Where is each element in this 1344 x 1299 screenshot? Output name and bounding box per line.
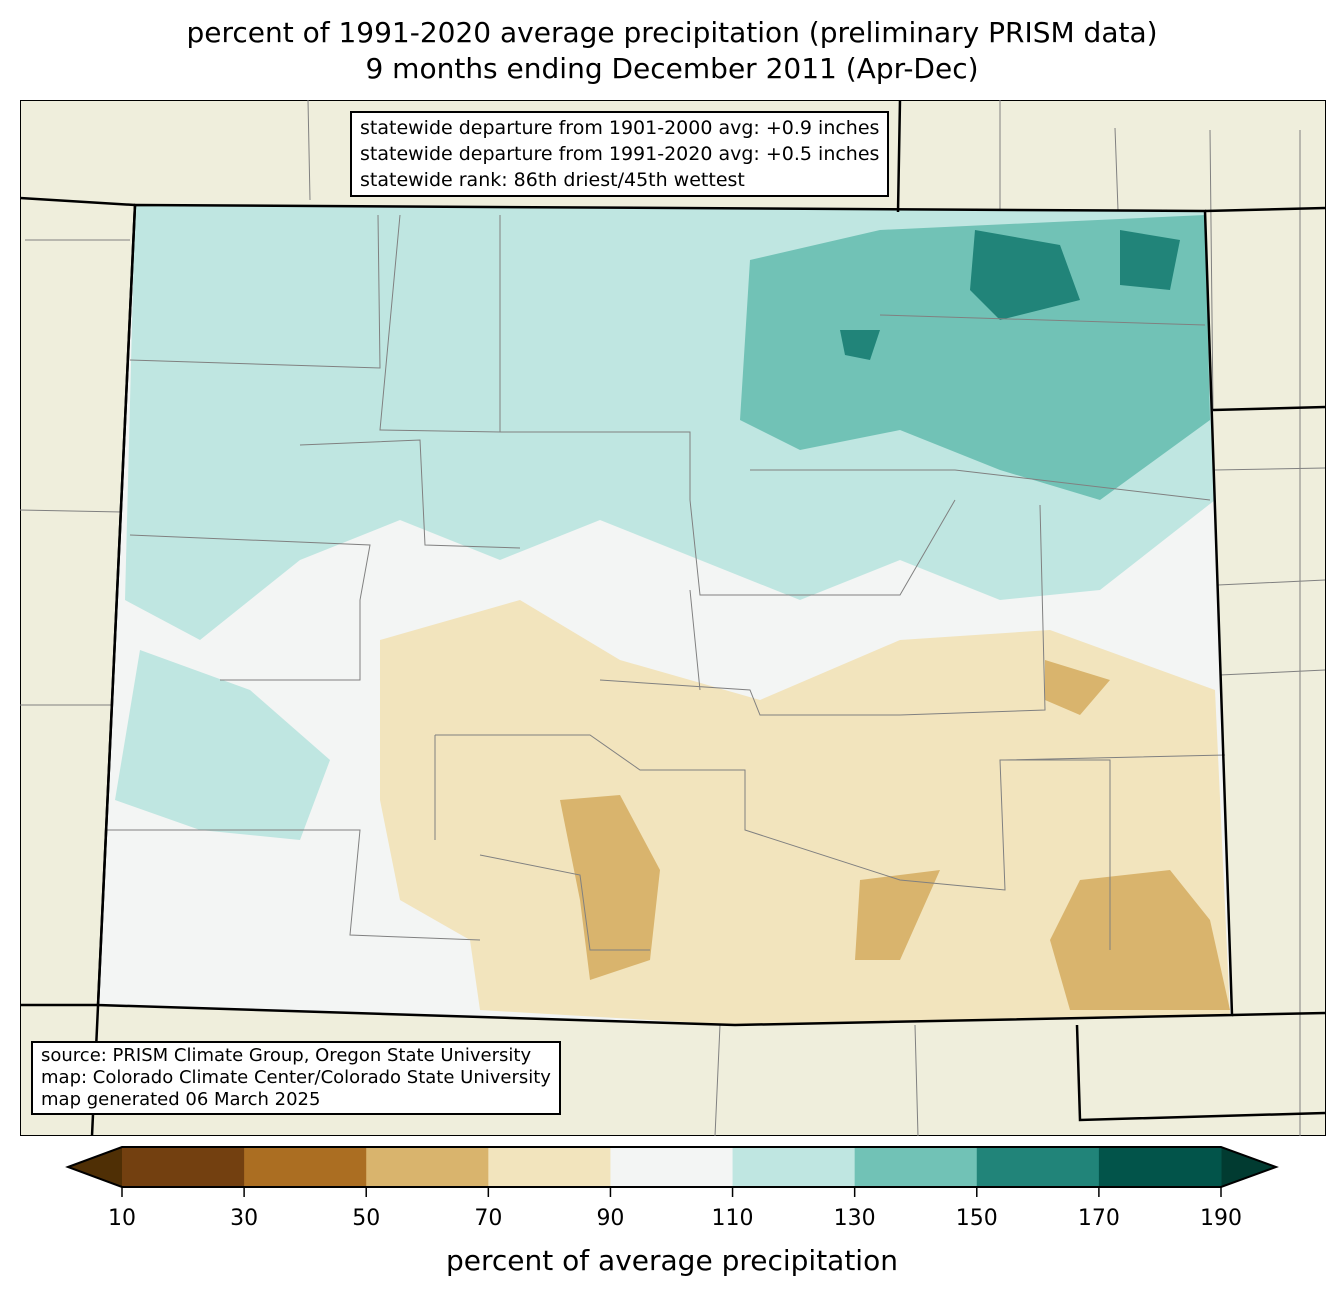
colorbar-tick-label: 170: [1077, 1206, 1120, 1231]
colorbar-max-arrow: [1221, 1147, 1276, 1187]
precip-regions: [115, 205, 1230, 1025]
colorbar-bin: [366, 1147, 489, 1187]
colorbar-tick-label: 10: [108, 1206, 136, 1231]
colorbar-tick-label: 130: [833, 1206, 876, 1231]
county-borders: [105, 214, 1226, 951]
stats-line-1: statewide departure from 1901-2000 avg: …: [360, 117, 880, 139]
neighbor-state-borders: [20, 100, 1326, 1136]
colorbar-tick-label: 70: [474, 1206, 503, 1231]
colorbar-tick-label: 150: [955, 1206, 998, 1231]
source-box: source: PRISM Climate Group, Oregon Stat…: [31, 1041, 561, 1115]
colorbar-bin: [610, 1147, 734, 1187]
colorbar-bin: [854, 1147, 978, 1187]
source-line-1: source: PRISM Climate Group, Oregon Stat…: [41, 1045, 532, 1066]
source-line-2: map: Colorado Climate Center/Colorado St…: [41, 1067, 551, 1088]
colorbar-bin: [976, 1147, 1100, 1187]
colorbar-bin: [732, 1147, 856, 1187]
map-title: percent of 1991-2020 average precipitati…: [186, 16, 1158, 49]
precipitation-map: [20, 100, 1326, 1136]
stats-line-3: statewide rank: 86th driest/45th wettest: [360, 169, 745, 191]
colorbar-bin: [244, 1147, 367, 1187]
colorbar-label: percent of average precipitation: [446, 1244, 898, 1277]
colorbar-min-arrow: [68, 1147, 122, 1187]
colorbar-bin: [1098, 1147, 1222, 1187]
map-subtitle: 9 months ending December 2011 (Apr-Dec): [365, 52, 979, 85]
colorbar-tick-label: 50: [352, 1206, 381, 1231]
source-line-3: map generated 06 March 2025: [41, 1089, 321, 1110]
colorbar-bin: [122, 1147, 245, 1187]
colorbar-tick-label: 190: [1200, 1206, 1242, 1231]
colorbar-tick-label: 90: [596, 1206, 625, 1231]
colorbar-tick-label: 110: [711, 1206, 754, 1231]
stats-line-2: statewide departure from 1991-2020 avg: …: [360, 143, 880, 165]
colorbar-bin: [488, 1147, 611, 1187]
colorbar-tick-label: 30: [230, 1206, 259, 1231]
colorbar: [65, 1146, 1279, 1197]
statewide-stats-box: statewide departure from 1901-2000 avg: …: [350, 111, 890, 197]
